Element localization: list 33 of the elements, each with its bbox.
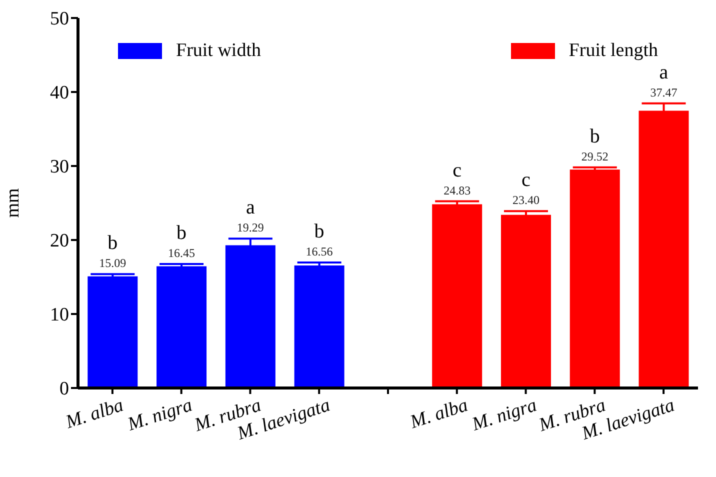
annotation: b — [176, 222, 187, 244]
data-label: 24.83 — [444, 183, 471, 198]
y-tick-label: 50 — [50, 8, 69, 30]
data-label: 19.29 — [236, 220, 264, 235]
annotation: c — [452, 159, 462, 182]
y-tick-label: 10 — [50, 304, 69, 326]
bar — [156, 266, 207, 388]
annotation: a — [659, 61, 668, 84]
annotation: b — [108, 232, 118, 254]
x-tick-label: M. nigra — [124, 394, 195, 436]
y-tick-label: 30 — [50, 156, 69, 178]
data-label: 29.52 — [581, 149, 608, 164]
bar — [88, 276, 138, 388]
annotation: c — [522, 169, 531, 192]
bar — [570, 170, 620, 388]
bar — [500, 214, 551, 388]
x-tick-label: M. nigra — [468, 394, 540, 436]
annotation: a — [246, 196, 255, 219]
bar — [294, 265, 344, 388]
data-label: 16.45 — [168, 246, 196, 260]
annotation: b — [590, 125, 600, 148]
y-tick-label: 40 — [50, 82, 69, 104]
y-tick-label: 20 — [50, 230, 69, 252]
legend-label: Fruit length — [568, 40, 658, 62]
bar — [432, 204, 482, 388]
x-tick-label: M. alba — [406, 394, 470, 434]
legend-label: Fruit width — [176, 40, 261, 62]
data-label: 23.40 — [512, 193, 540, 208]
data-label: 16.56 — [306, 244, 333, 258]
y-axis-title: mm — [2, 188, 24, 218]
annotation: b — [314, 220, 324, 242]
data-label: 37.47 — [650, 85, 678, 100]
data-label: 15.09 — [99, 256, 126, 270]
